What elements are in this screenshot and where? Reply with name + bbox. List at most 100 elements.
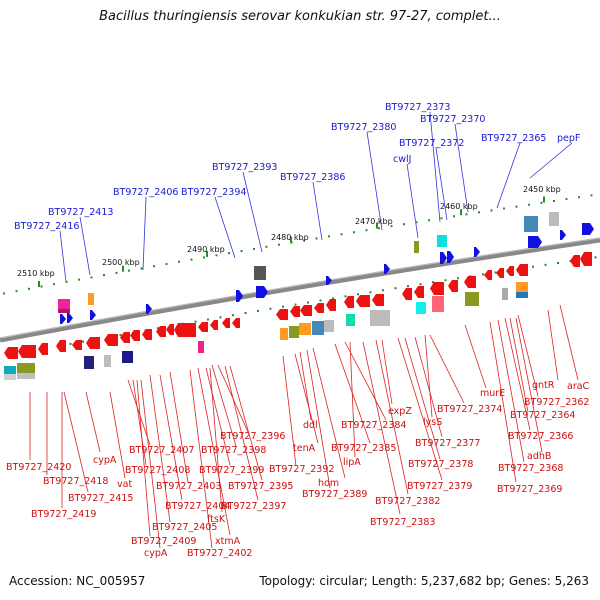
kbp-tick — [460, 209, 462, 216]
track-tick — [369, 291, 372, 294]
gene-label-bottom[interactable]: BT9727_2377 — [415, 438, 480, 449]
gene-label-bottom[interactable]: BT9727_2384 — [341, 420, 406, 431]
gene-label-bottom[interactable]: xtmA — [215, 536, 241, 547]
gene-label-bottom[interactable]: BT9727_2383 — [370, 517, 435, 528]
gene-label-bottom[interactable]: expZ — [388, 406, 412, 417]
gene-label-bottom[interactable]: BT9727_2382 — [375, 496, 440, 507]
gene-box — [280, 328, 288, 340]
leader-line — [435, 147, 448, 221]
gene-label-bottom[interactable]: BT9727_2395 — [228, 481, 293, 492]
gene-label-bottom[interactable]: gntR — [532, 380, 555, 391]
leader-line — [381, 339, 393, 405]
gene-arrow — [580, 252, 592, 266]
gene-label-top[interactable]: pepF — [557, 133, 580, 144]
gene-label-bottom[interactable]: araC — [567, 381, 590, 392]
gene-label-bottom[interactable]: BT9727_2374 — [437, 404, 502, 415]
gene-arrow — [4, 347, 18, 359]
gene-label-bottom[interactable]: cypA — [144, 548, 168, 559]
kbp-label: 2480 kbp — [271, 233, 309, 242]
gene-box — [299, 323, 311, 335]
gene-arrow — [528, 236, 542, 248]
kbp-label: 2490 kbp — [187, 245, 225, 254]
gene-label-top[interactable]: BT9727_2380 — [331, 122, 396, 133]
track-tick — [565, 198, 568, 201]
gene-arrow — [464, 276, 476, 288]
leader-line — [140, 379, 161, 549]
gene-label-bottom[interactable]: BT9727_2405 — [152, 522, 217, 533]
track-tick — [490, 209, 493, 212]
gene-label-bottom[interactable]: hom — [318, 478, 339, 489]
track-tick — [194, 320, 197, 323]
gene-label-bottom[interactable]: BT9727_2378 — [408, 459, 473, 470]
kbp-label: 2460 kbp — [440, 202, 478, 211]
gene-label-bottom[interactable]: BT9727_2368 — [498, 463, 563, 474]
gene-label-bottom[interactable]: BT9727_2398 — [201, 445, 266, 456]
gene-label-bottom[interactable]: BT9727_2419 — [31, 509, 96, 520]
gene-label-top[interactable]: BT9727_2394 — [181, 187, 246, 198]
track-tick — [294, 303, 297, 306]
track-tick — [378, 227, 380, 230]
gene-label-bottom[interactable]: BT9727_2409 — [131, 536, 196, 547]
gene-label-bottom[interactable]: ftsK — [207, 514, 226, 525]
gene-label-top[interactable]: BT9727_2413 — [48, 207, 113, 218]
gene-label-bottom[interactable]: BT9727_2402 — [187, 548, 252, 559]
gene-label-bottom[interactable]: adhB — [527, 451, 551, 462]
gene-label-bottom[interactable]: BT9727_2366 — [508, 431, 573, 442]
track-tick — [269, 307, 272, 310]
leader-line — [85, 391, 101, 453]
gene-label-bottom[interactable]: BT9727_2396 — [220, 431, 285, 442]
gene-label-bottom[interactable]: BT9727_2369 — [497, 484, 562, 495]
gene-label-top[interactable]: BT9727_2386 — [280, 172, 345, 183]
gene-label-bottom[interactable]: vat — [117, 479, 132, 490]
gene-label-top[interactable]: BT9727_2372 — [399, 138, 464, 149]
gene-label-top[interactable]: BT9727_2373 — [385, 102, 450, 113]
gene-label-bottom[interactable]: BT9727_2392 — [269, 464, 334, 475]
leader-line — [136, 379, 151, 537]
leader-line — [515, 317, 543, 453]
track-tick — [319, 299, 322, 302]
track-tick — [457, 277, 459, 280]
gene-label-bottom[interactable]: BT9727_2385 — [331, 443, 396, 454]
gene-label-bottom[interactable]: lipA — [343, 457, 361, 468]
leader-line — [132, 379, 147, 466]
leader-line — [149, 374, 171, 523]
gene-box — [4, 374, 16, 380]
track-tick — [69, 342, 72, 345]
gene-label-bottom[interactable]: lysS — [423, 417, 442, 428]
gene-label-bottom[interactable]: BT9727_2415 — [68, 493, 133, 504]
gene-label-bottom[interactable]: BT9727_2420 — [6, 462, 71, 473]
track-tick — [390, 225, 393, 228]
track-tick — [557, 261, 559, 264]
gene-label-bottom[interactable]: BT9727_2397 — [221, 501, 286, 512]
gene-label-top[interactable]: BT9727_2393 — [212, 162, 277, 173]
gene-label-bottom[interactable]: BT9727_2362 — [524, 397, 589, 408]
gene-label-top[interactable]: BT9727_2416 — [14, 221, 79, 232]
track-tick — [303, 239, 305, 242]
gene-label-bottom[interactable]: BT9727_2364 — [510, 410, 575, 421]
gene-label-bottom[interactable]: BT9727_2399 — [199, 465, 264, 476]
gene-label-top[interactable]: cwlJ — [393, 154, 411, 165]
gene-label-bottom[interactable]: ddl — [303, 420, 318, 431]
gene-arrow — [72, 340, 82, 350]
gene-label-bottom[interactable]: BT9727_2403 — [156, 481, 221, 492]
gene-label-top[interactable]: BT9727_2370 — [420, 114, 485, 125]
leader-line — [294, 353, 319, 444]
gene-label-bottom[interactable]: BT9727_2379 — [407, 481, 472, 492]
track-tick — [403, 223, 405, 226]
gene-label-top[interactable]: BT9727_2365 — [481, 133, 546, 144]
gene-label-bottom[interactable]: BT9727_2408 — [125, 465, 190, 476]
gene-label-bottom[interactable]: BT9727_2389 — [302, 489, 367, 500]
gene-label-bottom[interactable]: tenA — [293, 443, 316, 454]
gene-arrow — [430, 282, 444, 295]
gene-arrow — [276, 309, 288, 320]
track-tick — [207, 318, 209, 321]
gene-label-bottom[interactable]: murE — [480, 388, 505, 399]
gene-arrow — [414, 286, 424, 298]
track-tick — [494, 271, 497, 274]
gene-label-bottom[interactable]: BT9727_2404 — [165, 501, 230, 512]
gene-label-bottom[interactable]: cypA — [93, 455, 117, 466]
gene-label-bottom[interactable]: BT9727_2418 — [43, 476, 108, 487]
gene-label-top[interactable]: BT9727_2406 — [113, 187, 178, 198]
gene-label-bottom[interactable]: BT9727_2407 — [129, 445, 194, 456]
